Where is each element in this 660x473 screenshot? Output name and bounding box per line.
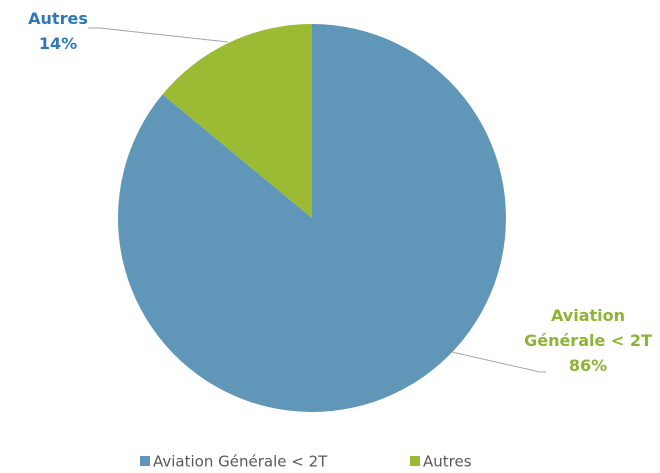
data-label-category: Autres — [28, 9, 88, 28]
data-label: Aviation Générale < 2T 86% — [518, 303, 658, 378]
legend-swatch — [140, 456, 150, 466]
leader-line — [451, 351, 546, 373]
leader-line — [88, 27, 229, 43]
data-label-value: 86% — [568, 356, 608, 375]
data-label-category: Aviation Générale < 2T — [524, 306, 652, 350]
legend-swatch — [410, 456, 420, 466]
pie-slice — [162, 24, 312, 218]
data-label: Autres 14% — [0, 6, 128, 56]
data-label-value: 14% — [38, 34, 78, 53]
legend-label: Aviation Générale < 2T — [153, 453, 328, 471]
legend-label: Autres — [423, 453, 472, 471]
